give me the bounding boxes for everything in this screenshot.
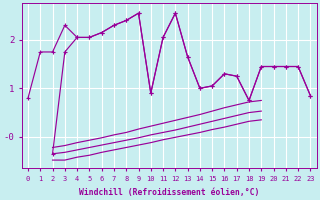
X-axis label: Windchill (Refroidissement éolien,°C): Windchill (Refroidissement éolien,°C) — [79, 188, 260, 197]
